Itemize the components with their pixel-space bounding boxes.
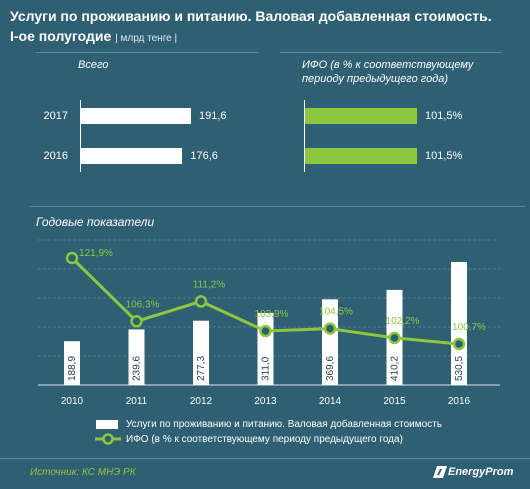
divider-top-right — [280, 52, 502, 53]
ifo-label-line2: периоду предыдущего года) — [302, 73, 449, 85]
ifo-panel-label: ИФО (в % к соответствующему периоду пред… — [302, 58, 473, 86]
ifo-value-label: 104,5% — [319, 307, 353, 318]
divider-middle — [30, 206, 525, 207]
annual-bar — [451, 262, 467, 385]
legend-bar-label: Услуги по проживанию и питанию. Валовая … — [126, 419, 442, 430]
annual-bar — [64, 341, 80, 385]
ifo-point — [452, 337, 466, 351]
ifo-bar-2017 — [305, 108, 417, 124]
bar-value-label: 369,6 — [325, 356, 336, 381]
ifo-point — [194, 295, 208, 308]
title-line2: I-ое полугодие — [10, 28, 112, 44]
ifo-value-2017: 101,5% — [425, 110, 463, 122]
bar-value-label: 239,6 — [132, 356, 143, 381]
year-tick-label: 2016 — [448, 396, 471, 407]
year-tick-label: 2014 — [319, 396, 342, 407]
legend-line-swatch — [95, 433, 121, 445]
bar-value-label: 311,0 — [261, 356, 272, 381]
divider-top-left — [36, 52, 258, 53]
ifo-point — [130, 315, 143, 328]
year-tick-label: 2010 — [61, 396, 84, 407]
total-value-2016: 176,6 — [190, 150, 218, 162]
annual-bar — [128, 329, 145, 385]
legend-bar-swatch — [96, 420, 118, 429]
total-value-2017: 191,6 — [199, 110, 227, 122]
ifo-value-2016: 101,5% — [425, 150, 463, 162]
ifo-value-label: 103,9% — [255, 309, 289, 320]
ifo-point — [65, 251, 79, 265]
total-axis — [80, 100, 81, 172]
total-year-2016: 2016 — [43, 150, 68, 162]
total-panel-label: Всего — [78, 59, 109, 71]
divider-footer — [0, 458, 530, 459]
total-bar-2016 — [81, 148, 183, 164]
source-text: Источник: КС МНЭ РК — [30, 467, 136, 478]
legend-line-label: ИФО (в % к соответствующему периоду пред… — [126, 434, 403, 445]
total-year-2017: 2017 — [43, 110, 68, 122]
year-tick-label: 2012 — [190, 396, 213, 407]
brand-name: EnergyProm — [448, 466, 514, 478]
title-line1: Услуги по проживанию и питанию. Валовая … — [10, 8, 492, 24]
ifo-label-line1: ИФО (в % к соответствующему — [302, 59, 474, 71]
ifo-value-label: 111,2% — [193, 279, 226, 290]
bar-value-label: 530,5 — [454, 356, 465, 381]
chart-title: Услуги по проживанию и питанию. Валовая … — [10, 6, 520, 49]
ifo-point — [323, 322, 337, 335]
bar-value-label: 277,3 — [196, 356, 207, 381]
bar-value-label: 410,2 — [390, 356, 401, 381]
annual-bar — [193, 320, 209, 385]
energyprom-logo-icon — [433, 466, 447, 478]
total-bar-2017 — [81, 108, 191, 124]
ifo-value-label: 102,2% — [386, 316, 420, 327]
ifo-point — [388, 331, 401, 345]
annual-section-title: Годовые показатели — [36, 215, 155, 229]
ifo-value-label: 106,3% — [126, 299, 160, 310]
title-unit: | млрд тенге | — [115, 33, 178, 44]
year-tick-label: 2013 — [254, 396, 277, 407]
annual-bar — [322, 299, 338, 385]
ifo-bar-2016 — [305, 148, 417, 164]
ifo-value-label: 100,7% — [452, 322, 486, 333]
ifo-point — [259, 324, 272, 338]
ifo-value-label: 121,9% — [79, 248, 113, 259]
ifo-axis — [304, 100, 305, 172]
year-tick-label: 2011 — [126, 396, 148, 407]
year-tick-label: 2015 — [383, 396, 406, 407]
bar-value-label: 188,9 — [67, 356, 78, 381]
